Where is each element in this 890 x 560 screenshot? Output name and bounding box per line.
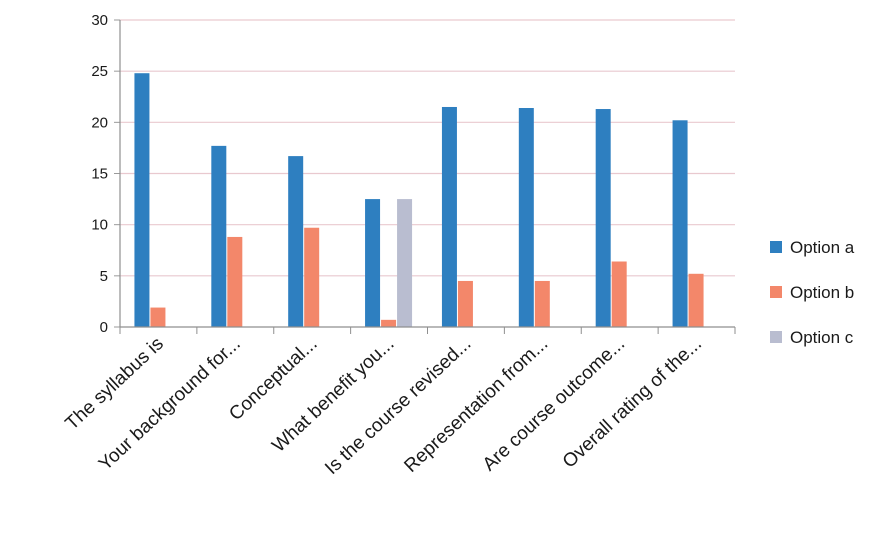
x-category-label: Is the course revised... xyxy=(321,333,475,479)
legend-swatch xyxy=(770,241,782,253)
bar-option-b xyxy=(304,227,320,327)
bar-option-b xyxy=(688,273,704,327)
legend-label: Option c xyxy=(790,328,854,347)
x-category-label: Overall rating of the... xyxy=(559,333,706,472)
bar-option-a xyxy=(518,108,534,327)
x-category-label: Representation from... xyxy=(400,333,552,477)
y-tick-label: 0 xyxy=(100,319,108,336)
y-tick-label: 30 xyxy=(91,12,108,29)
legend: Option a Option b Option c xyxy=(770,238,855,347)
y-tick-label: 5 xyxy=(100,268,108,285)
bar-option-a xyxy=(365,199,381,327)
y-axis-ticks: 0 5 10 15 20 25 30 xyxy=(91,12,120,336)
y-tick-label: 25 xyxy=(91,63,108,80)
bar-option-a xyxy=(595,109,611,327)
legend-swatch xyxy=(770,331,782,343)
bar-option-b xyxy=(611,261,627,327)
bar-option-a xyxy=(211,145,227,327)
y-tick-label: 10 xyxy=(91,217,108,234)
bar-option-a xyxy=(134,73,150,327)
bar-option-b xyxy=(150,307,166,327)
legend-label: Option b xyxy=(790,283,854,302)
bar-option-b xyxy=(534,280,550,327)
bar-option-a xyxy=(288,156,304,327)
bar-option-b xyxy=(457,280,473,327)
x-category-label: Are course outcome... xyxy=(479,333,629,475)
legend-label: Option a xyxy=(790,238,855,257)
bar-option-a xyxy=(441,106,457,327)
legend-swatch xyxy=(770,286,782,298)
axes xyxy=(119,20,736,334)
y-tick-label: 15 xyxy=(91,166,108,183)
y-tick-label: 20 xyxy=(91,114,108,131)
bars xyxy=(134,73,704,327)
bar-option-b xyxy=(227,236,243,327)
x-category-label: Your background for... xyxy=(95,333,245,475)
bar-option-b xyxy=(381,319,397,327)
bar-option-c xyxy=(397,199,413,327)
bar-option-a xyxy=(672,120,688,327)
